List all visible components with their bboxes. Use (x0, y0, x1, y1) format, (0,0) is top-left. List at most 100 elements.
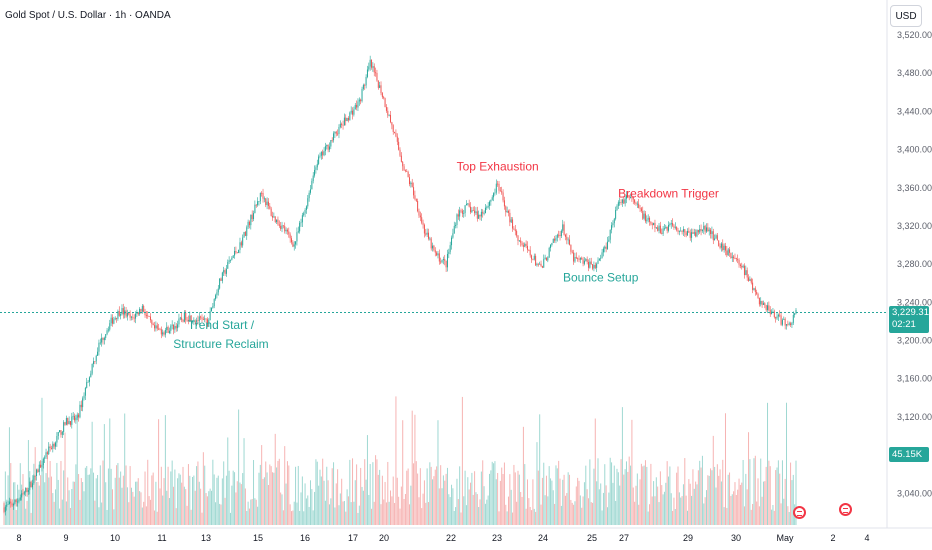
volume-bar (186, 505, 188, 525)
candle-body (122, 308, 124, 315)
candle-body (15, 499, 17, 503)
candle-body (209, 311, 211, 321)
candle-body (281, 225, 283, 229)
volume-bar (352, 458, 354, 525)
candle-body (331, 140, 333, 141)
volume-bar (133, 496, 135, 525)
volume-bar (373, 501, 375, 525)
candle-body (455, 224, 457, 226)
candle-body (636, 203, 638, 205)
candle-body (198, 316, 200, 322)
volume-bar (15, 509, 17, 525)
candle-body (742, 265, 744, 268)
volume-bar (720, 481, 722, 525)
candle-body (738, 259, 740, 265)
volume-bar (296, 502, 298, 525)
candle-body (539, 263, 541, 265)
volume-bar (457, 499, 459, 525)
candle-body (342, 124, 344, 126)
volume-bar (368, 494, 370, 525)
candle-body (361, 88, 363, 102)
candle-body (166, 326, 168, 330)
candle-body (244, 231, 246, 236)
candle-body (349, 112, 351, 121)
candle-body (167, 326, 169, 334)
volume-bar (22, 474, 24, 525)
candle-body (187, 319, 189, 321)
volume-bar (761, 496, 763, 525)
volume-bar (525, 508, 527, 525)
volume-bar (441, 488, 443, 525)
candle-body (779, 314, 781, 316)
volume-bar (585, 465, 587, 525)
candle-body (276, 219, 278, 222)
volume-bar (57, 479, 59, 525)
volume-bar (312, 510, 314, 525)
volume-bar (61, 499, 63, 525)
candle-body (733, 256, 735, 259)
candle-body (716, 235, 718, 241)
volume-bar (749, 459, 751, 525)
x-tick-label: 27 (619, 533, 629, 543)
x-tick-label: 25 (587, 533, 597, 543)
red-flag-event-icon[interactable] (839, 503, 852, 516)
x-tick-label: 16 (300, 533, 310, 543)
volume-bar (132, 491, 134, 525)
volume-bar (632, 487, 634, 525)
candle-body (129, 314, 131, 318)
candle-body (394, 131, 396, 133)
candle-body (790, 323, 792, 326)
candle-body (103, 337, 105, 341)
volume-bar (189, 475, 191, 525)
candle-body (300, 222, 302, 224)
candle-body (438, 253, 440, 262)
volume-bar (495, 479, 497, 525)
volume-bar (106, 509, 108, 525)
candle-body (696, 229, 698, 237)
candle-body (368, 66, 370, 70)
candle-body (794, 313, 796, 315)
red-flag-event-icon[interactable] (793, 506, 806, 519)
candle-body (437, 253, 439, 256)
volume-bar (339, 493, 341, 525)
candle-body (520, 240, 522, 243)
volume-bar (536, 442, 538, 525)
volume-bar (78, 474, 80, 525)
volume-bar (68, 490, 70, 525)
candle-body (442, 259, 444, 260)
volume-bar (776, 467, 778, 525)
candle-body (734, 258, 736, 259)
candle-body (286, 229, 288, 232)
candle-body (552, 238, 554, 243)
candle-body (689, 232, 691, 238)
candle-body (726, 250, 728, 256)
volume-bar (668, 476, 670, 525)
volume-bar (273, 472, 275, 525)
volume-bar (741, 482, 743, 525)
volume-bar (413, 463, 415, 525)
candle-body (441, 259, 443, 263)
candle-body (512, 219, 514, 229)
candle-body (192, 321, 194, 323)
volume-bar (399, 508, 401, 525)
candle-body (480, 211, 482, 217)
volume-bar (101, 502, 103, 525)
candle-body (687, 230, 689, 236)
volume-bar (456, 478, 458, 525)
candle-body (559, 234, 561, 237)
volume-bar (436, 466, 438, 525)
candle-body (753, 288, 755, 290)
candle-body (574, 257, 576, 262)
candle-body (406, 171, 408, 172)
volume-bar (455, 507, 457, 525)
candle-body (396, 136, 398, 142)
volume-bar (403, 498, 405, 525)
x-tick-label: 15 (253, 533, 263, 543)
candle-body (644, 213, 646, 222)
volume-bar (281, 494, 283, 525)
volume-bar (710, 468, 712, 525)
volume-bar (779, 473, 781, 525)
currency-button[interactable]: USD (890, 5, 922, 27)
y-tick-label: 3,040.000 (897, 488, 932, 498)
